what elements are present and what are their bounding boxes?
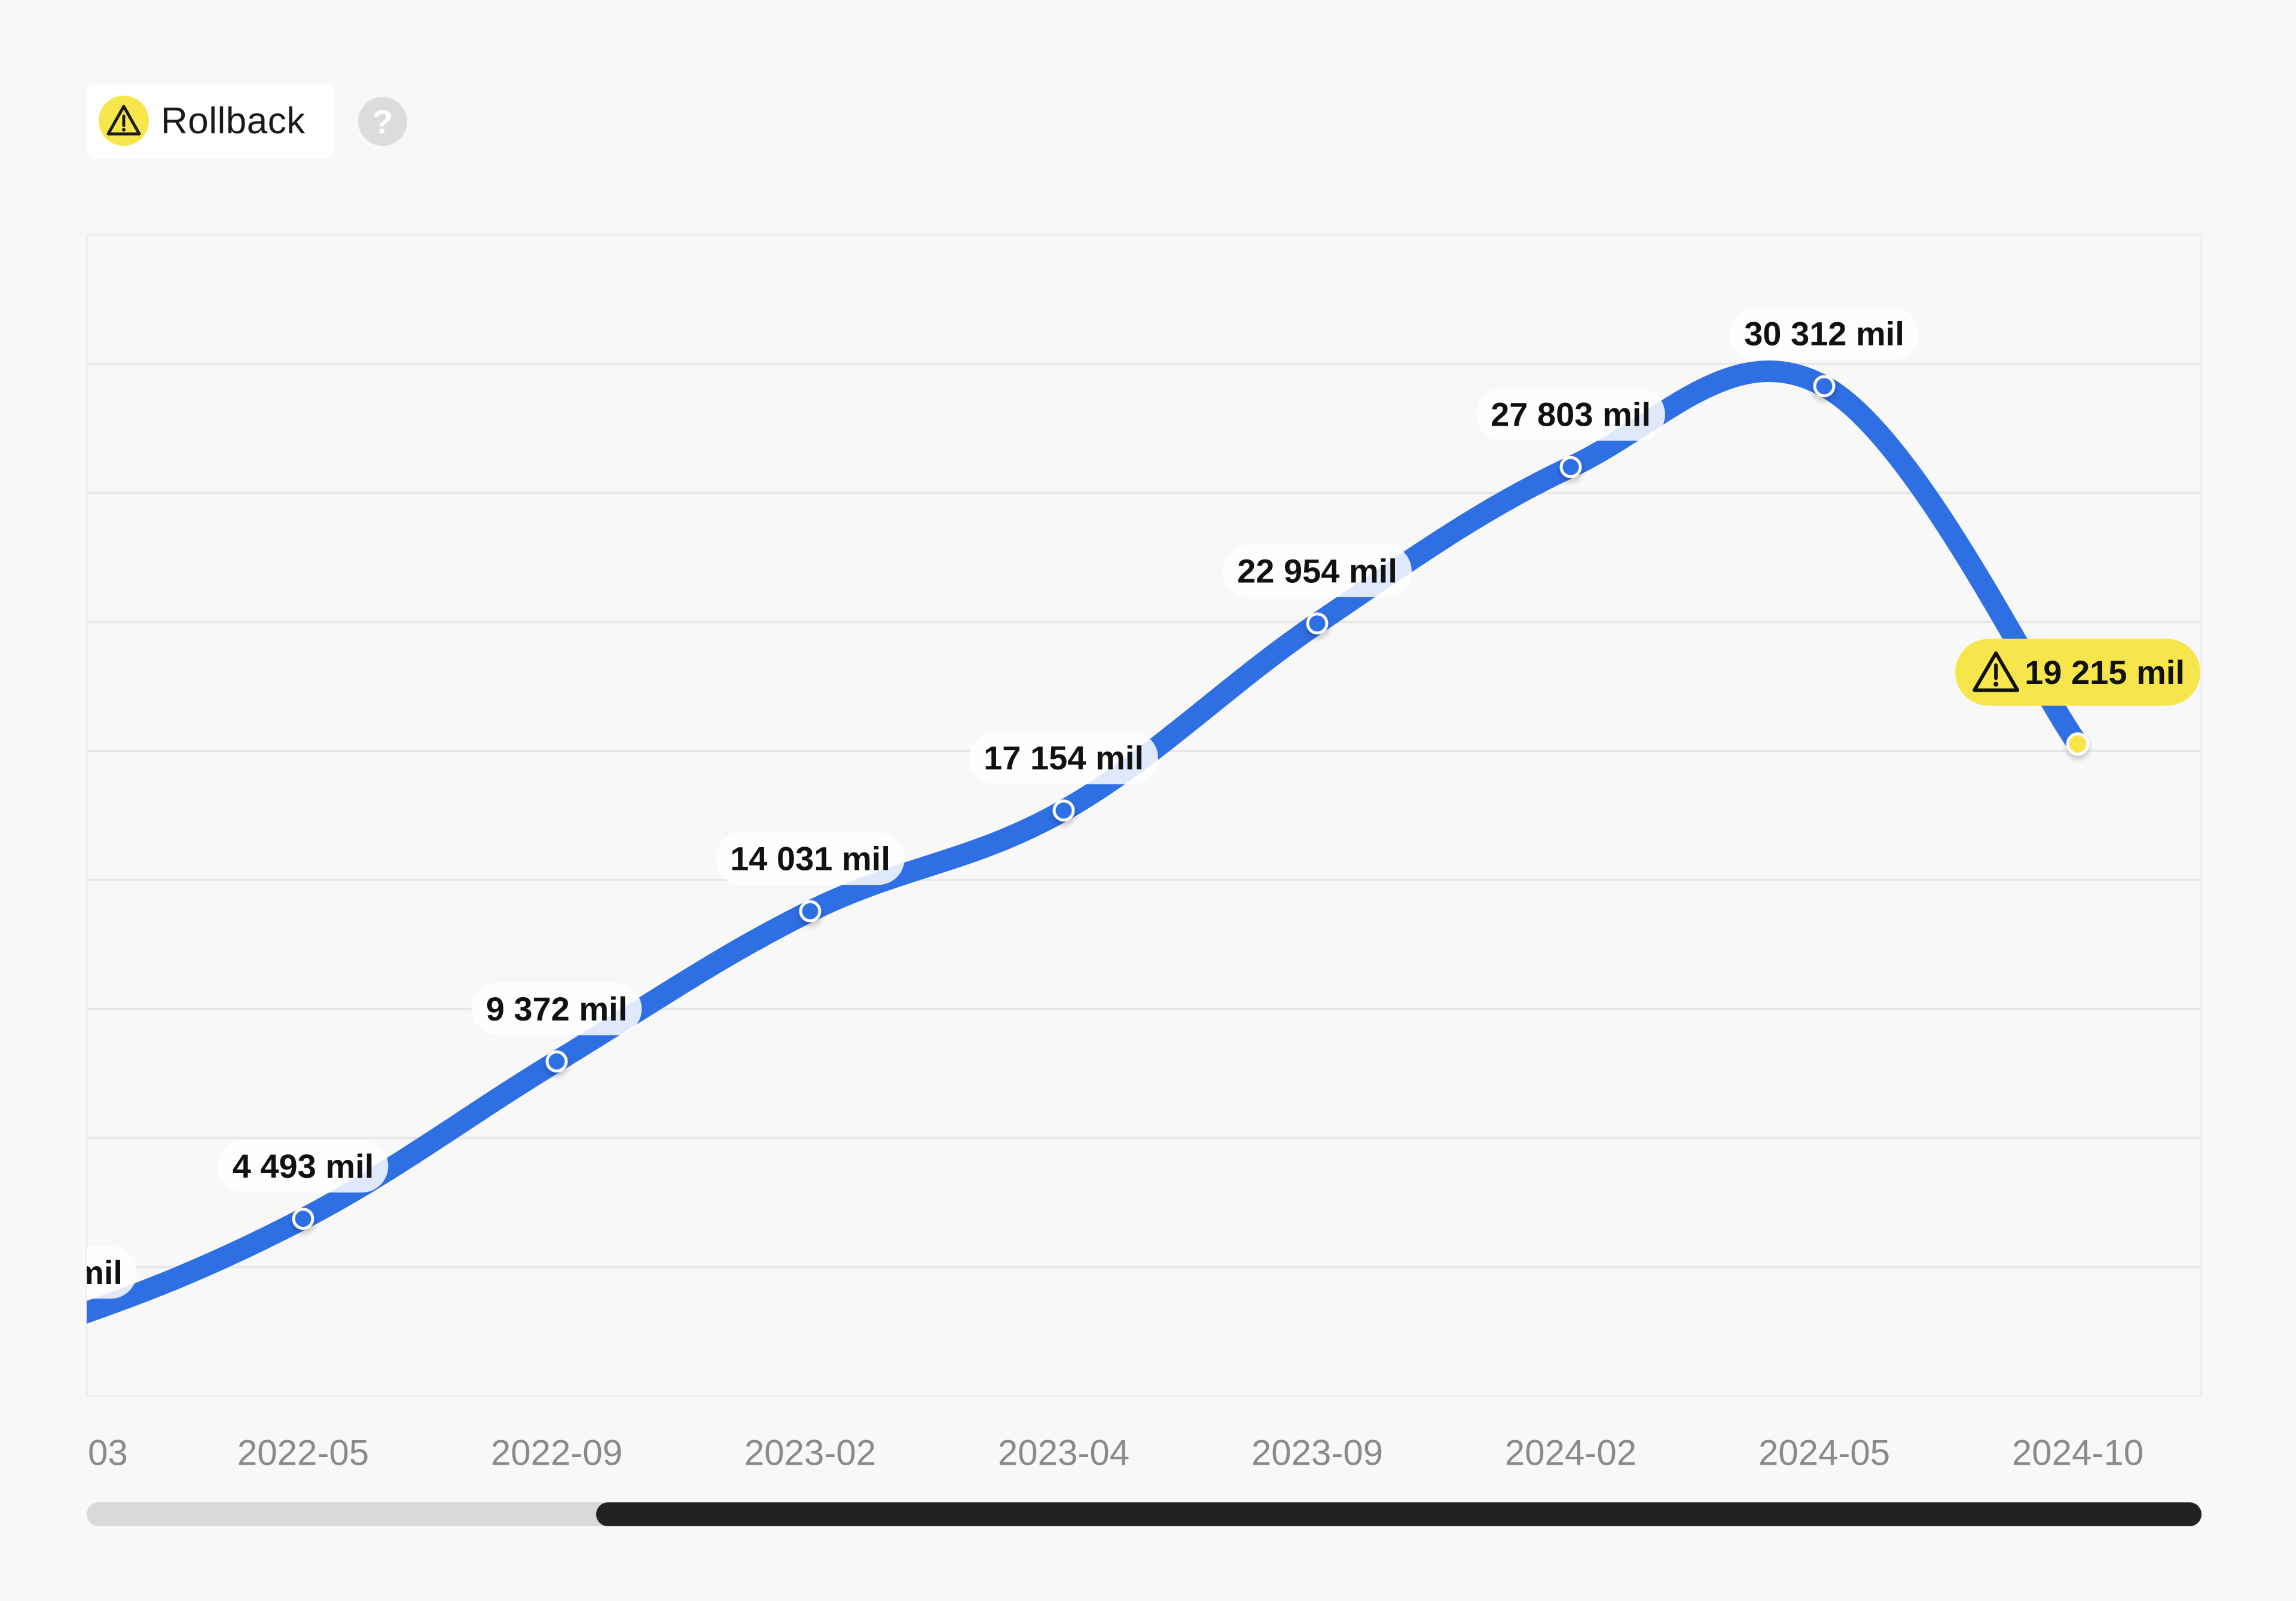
data-point	[1306, 612, 1329, 635]
data-point	[1559, 456, 1582, 478]
data-label: 4 493 mil	[218, 1139, 389, 1193]
warning-triangle-icon	[1973, 651, 2020, 692]
data-label-background	[471, 982, 642, 1035]
data-label-text: 22 954 mil	[1237, 552, 1397, 589]
data-point-shadow	[38, 1316, 62, 1340]
warning-data-label: 19 215 mil	[1955, 638, 2200, 706]
rollback-button[interactable]: Rollback	[87, 84, 334, 158]
data-label-text: 9 372 mil	[486, 990, 628, 1028]
x-tick-label: 2022-05	[237, 1433, 369, 1473]
data-label-background	[969, 731, 1158, 784]
data-label-text: 19 215 mil	[2025, 653, 2185, 691]
data-label-background	[218, 1139, 389, 1193]
data-label-background	[1223, 544, 1412, 597]
data-label: 17 154 mil	[969, 731, 1158, 784]
data-label-background	[716, 832, 905, 885]
data-label: 22 954 mil	[1223, 544, 1412, 597]
x-tick-label: 2023-09	[1251, 1433, 1383, 1473]
rollback-label: Rollback	[161, 100, 306, 142]
data-point	[545, 1050, 568, 1073]
x-tick-label: 03	[88, 1433, 128, 1473]
data-point-warning	[2066, 732, 2090, 756]
data-label-background	[1730, 307, 1919, 360]
data-label-text: 27 803 mil	[1491, 396, 1651, 433]
data-label-text: 4 493 mil	[233, 1147, 374, 1185]
data-label-background	[1476, 388, 1665, 441]
data-point	[1813, 375, 1836, 398]
data-label: mil	[74, 1246, 137, 1299]
data-label: 9 372 mil	[471, 982, 642, 1035]
data-point	[40, 1315, 59, 1334]
data-label: 14 031 mil	[716, 832, 905, 885]
data-point	[292, 1208, 315, 1230]
x-tick-label: 2024-10	[2012, 1433, 2144, 1473]
x-tick-label: 2023-02	[744, 1433, 876, 1473]
data-point	[1052, 799, 1075, 822]
question-mark-icon[interactable]: ?	[358, 97, 407, 146]
data-label-text: 17 154 mil	[984, 739, 1144, 777]
x-tick-label: 2024-05	[1758, 1433, 1890, 1473]
data-label-text: 30 312 mil	[1744, 314, 1904, 352]
x-tick-label: 2024-02	[1505, 1433, 1636, 1473]
plot-area	[86, 234, 2203, 1397]
x-tick-label: 2023-04	[998, 1433, 1129, 1473]
data-label-text: mil	[74, 1254, 123, 1291]
x-tick-label: 2022-09	[491, 1433, 622, 1473]
scrollbar-thumb[interactable]	[596, 1502, 2202, 1526]
data-label: 30 312 mil	[1730, 307, 1919, 360]
data-label-text: 14 031 mil	[730, 840, 890, 878]
data-label-background	[87, 1246, 137, 1299]
data-label: 27 803 mil	[1476, 388, 1665, 441]
series-line	[87, 360, 2089, 1324]
warning-triangle-icon	[99, 96, 149, 146]
data-point	[799, 900, 822, 922]
